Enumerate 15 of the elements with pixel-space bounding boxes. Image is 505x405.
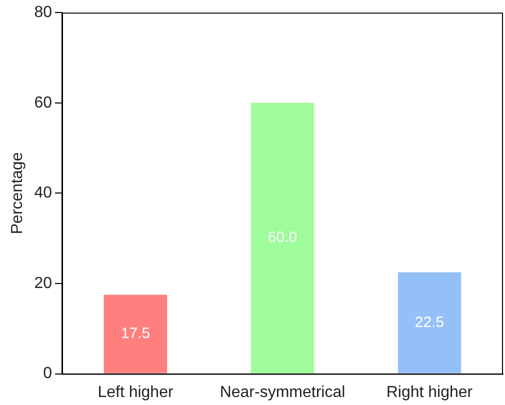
bar [104,294,168,374]
y-tick-label: 0 [43,365,52,382]
bar [398,272,462,374]
x-tick-label: Right higher [386,384,474,401]
bar [250,102,314,374]
x-tick-label: Left higher [98,384,174,401]
data-label: 60.0 [268,229,298,246]
data-label: 22.5 [414,314,444,331]
y-tick-label: 80 [34,4,52,22]
y-axis-title: Percentage [9,152,26,234]
y-tick-label: 20 [34,274,52,292]
y-tick-label: 40 [34,184,52,202]
x-tick-label: Near-symmetrical [220,384,346,401]
y-tick-label: 60 [34,94,52,112]
data-label: 17.5 [120,325,150,342]
